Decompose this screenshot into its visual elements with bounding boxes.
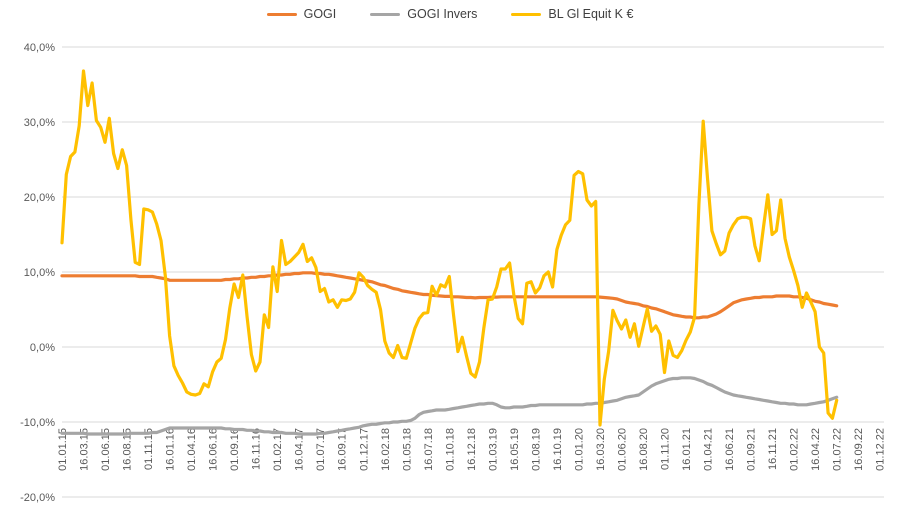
x-axis-tick-label: 16.05.19 [509, 428, 521, 471]
x-axis-tick-label: 01.11.15 [143, 428, 155, 470]
series-line-gogi[interactable] [60, 271, 839, 320]
x-axis-tick-label: 16.02.18 [380, 428, 392, 471]
x-axis-tick-label: 01.09.16 [229, 428, 241, 471]
legend-item-gogi-invers[interactable]: GOGI Invers [370, 8, 477, 21]
x-axis-tick-label: 01.08.19 [530, 428, 542, 471]
legend-label-bl-gl-equit: BL Gl Equit K € [548, 7, 634, 21]
x-axis-tick-label: 16.12.18 [466, 428, 478, 471]
legend-item-gogi[interactable]: GOGI [266, 7, 337, 21]
x-axis-tick-label: 16.04.22 [810, 428, 822, 471]
x-axis-tick-label: 01.09.21 [746, 428, 758, 471]
chart-legend: GOGI GOGI Invers BL Gl Equit K € [0, 8, 900, 21]
legend-label-gogi-invers: GOGI Invers [407, 7, 478, 21]
y-axis-tick-label: 10,0% [24, 267, 55, 279]
y-axis-tick-label: -20,0% [20, 492, 55, 504]
x-axis-tick-label: 16.03.15 [79, 428, 91, 471]
x-axis-tick-label: 16.06.16 [208, 428, 220, 471]
x-axis-tick-label: 16.04.17 [294, 428, 306, 471]
x-axis-tick-label: 01.04.16 [186, 428, 198, 471]
x-axis-tick-label: 16.10.19 [552, 428, 564, 471]
bl-gl-equit-line-swatch-icon [511, 12, 542, 16]
x-axis-tick-label: 16.07.18 [423, 428, 435, 471]
x-axis-tick-label: 01.01.15 [57, 428, 69, 471]
y-axis-tick-label: 40,0% [24, 42, 55, 54]
series-line-bl-gl-equit-k-[interactable] [60, 69, 839, 427]
x-axis-tick-label: 16.03.20 [595, 428, 607, 471]
x-axis-tick-label: 01.07.17 [315, 428, 327, 471]
x-axis-tick-label: 01.11.20 [660, 428, 672, 470]
x-axis-tick-label: 01.06.20 [616, 428, 628, 471]
x-axis-tick-label: 16.01.21 [681, 428, 693, 471]
legend-item-bl-gl-equit[interactable]: BL Gl Equit K € [511, 8, 633, 21]
x-axis-tick-label: 16.06.21 [724, 428, 736, 471]
x-axis-tick-label: 16.08.15 [122, 428, 134, 471]
y-axis-tick-label: 30,0% [24, 117, 55, 129]
gogi-invers-line-swatch-icon [370, 12, 401, 16]
x-axis-tick-label: 01.12.22 [875, 428, 887, 471]
x-axis-tick-label: 16.09.17 [337, 428, 349, 471]
y-axis-tick-label: 0,0% [30, 342, 55, 354]
gogi-line-swatch-icon [266, 12, 297, 16]
x-axis-tick-label: 16.11.16 [251, 428, 263, 470]
x-axis-tick-label: 01.04.21 [703, 428, 715, 471]
x-axis-tick-label: 01.02.17 [272, 428, 284, 471]
y-axis-tick-label: 20,0% [24, 192, 55, 204]
x-axis-tick-label: 16.11.21 [767, 428, 779, 470]
x-axis-tick-label: 01.06.15 [100, 428, 112, 471]
x-axis-tick-label: 01.01.20 [573, 428, 585, 471]
x-axis-tick-label: 01.02.22 [789, 428, 801, 471]
x-axis-tick-label: 01.05.18 [401, 428, 413, 471]
x-axis-tick-label: 01.07.22 [832, 428, 844, 471]
x-axis-tick-label: 16.01.16 [165, 428, 177, 471]
legend-label-gogi: GOGI [303, 7, 337, 21]
x-axis-tick-label: 01.10.18 [444, 428, 456, 471]
y-axis-tick-label: -10,0% [20, 417, 55, 429]
x-axis-tick-label: 16.09.22 [853, 428, 865, 471]
series-line-gogi-invers[interactable] [60, 376, 839, 436]
x-axis-tick-label: 01.12.17 [358, 428, 370, 471]
x-axis-tick-label: 01.03.19 [487, 428, 499, 471]
x-axis-tick-label: 16.08.20 [638, 428, 650, 471]
